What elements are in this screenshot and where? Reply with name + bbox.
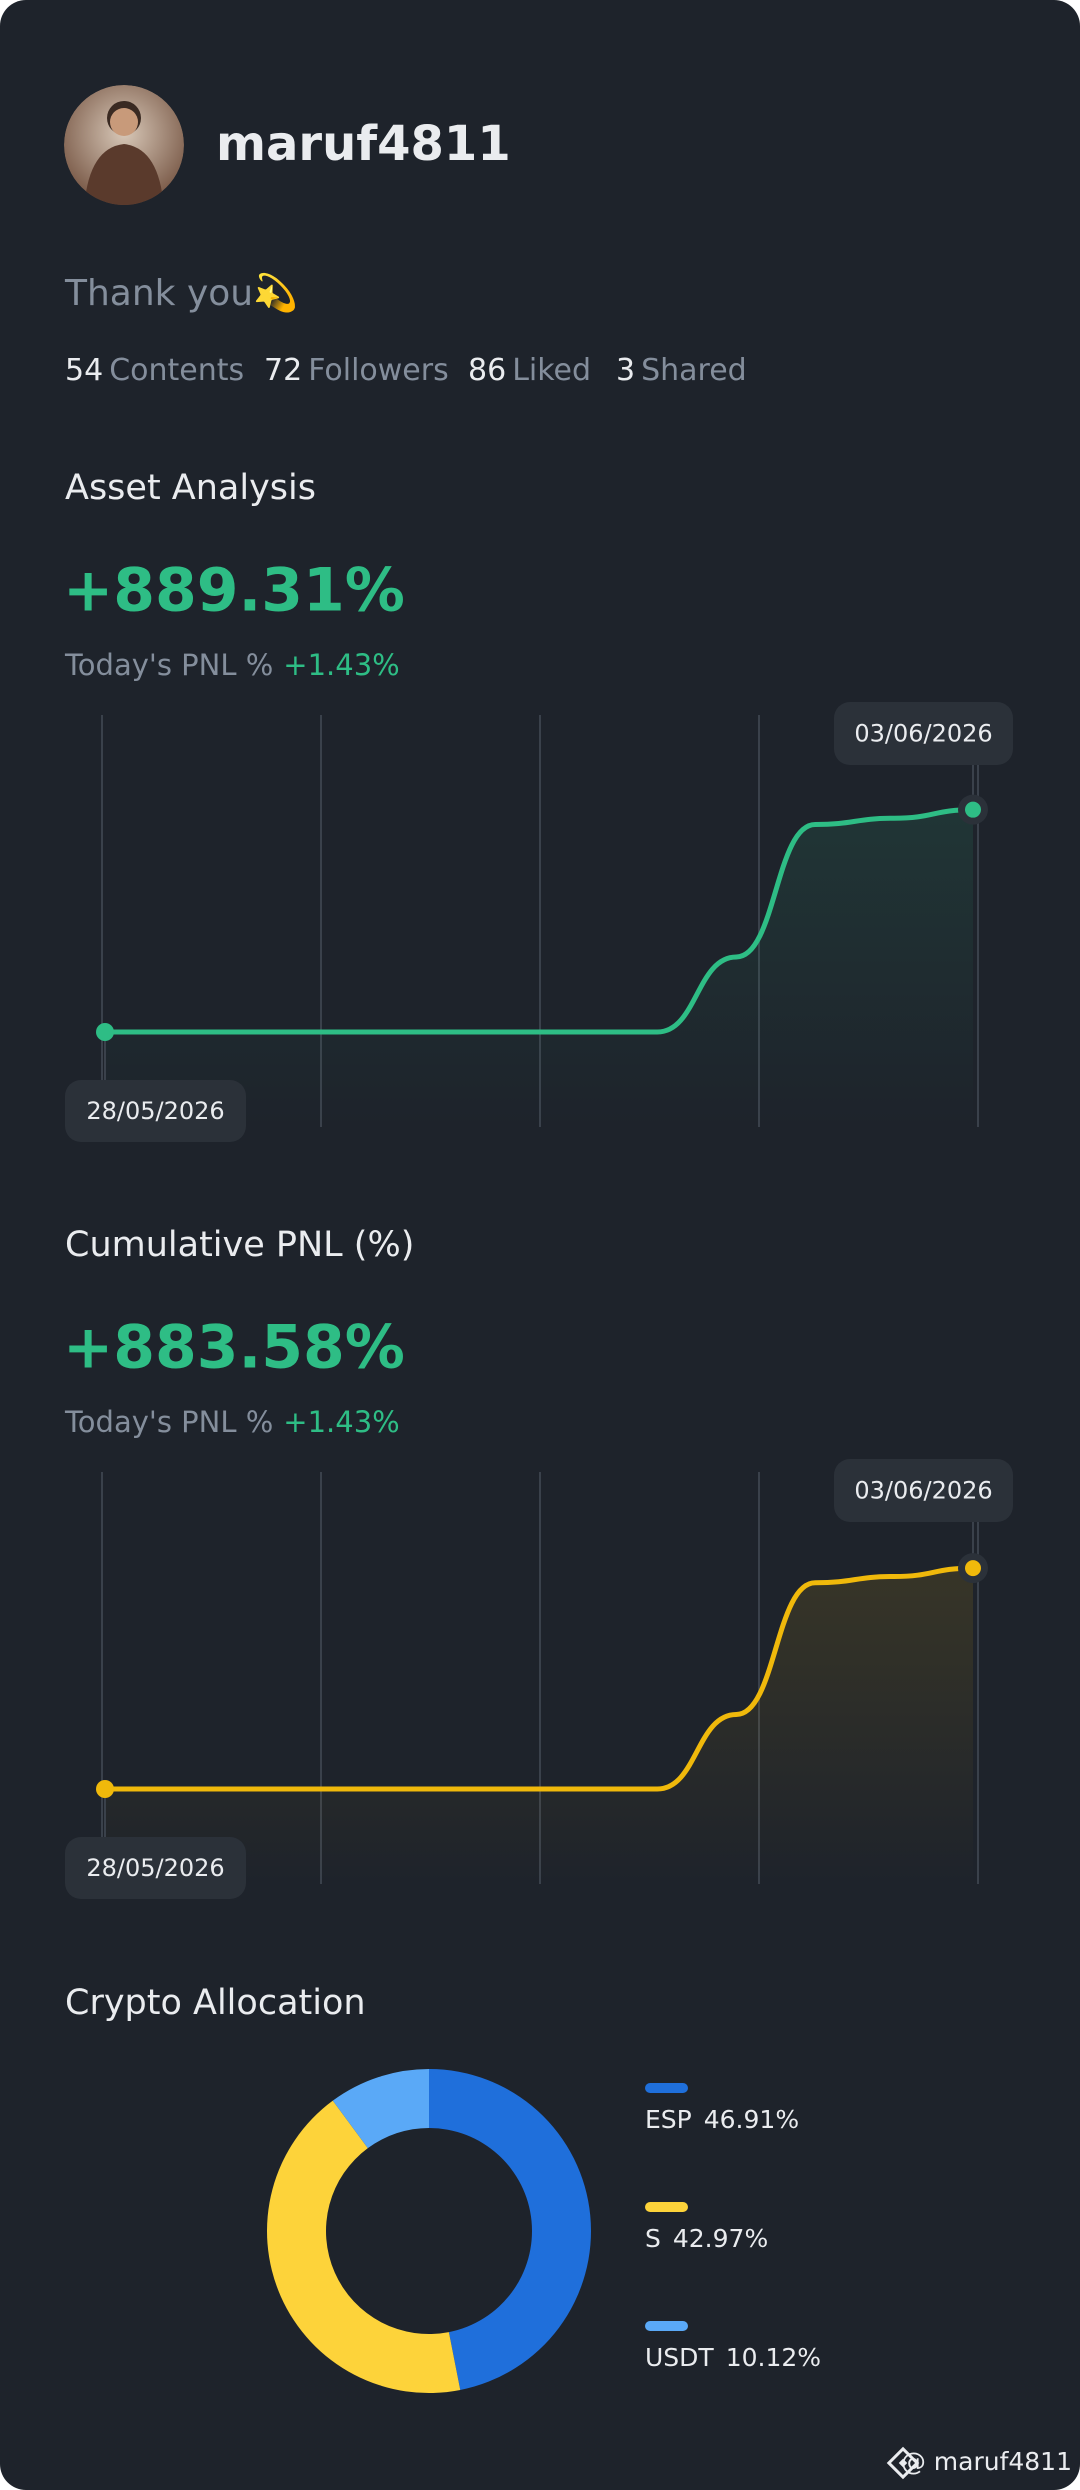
legend-value: 42.97% — [673, 2224, 768, 2253]
legend-swatch — [645, 2083, 688, 2093]
date-tag — [65, 1080, 246, 1142]
username: maruf4811 — [216, 116, 511, 172]
today-value: +1.43% — [283, 648, 399, 682]
legend-swatch — [645, 2321, 688, 2331]
legend-entry: S 42.97% — [645, 2224, 768, 2253]
bio: Thank you💫 — [64, 272, 298, 316]
end-point — [965, 1560, 981, 1577]
legend-name: S — [645, 2224, 661, 2253]
stat-count: 86 — [468, 353, 506, 388]
legend-swatch — [645, 2202, 688, 2212]
stat-label: Shared — [641, 353, 747, 388]
today-label: Today's PNL % — [64, 1405, 273, 1439]
legend-value: 10.12% — [726, 2343, 821, 2372]
avatar[interactable] — [64, 85, 184, 210]
section-title: Crypto Allocation — [65, 1983, 366, 2023]
section-title: Asset Analysis — [65, 468, 316, 508]
date-tag — [834, 1459, 1013, 1522]
stat-count: 72 — [264, 353, 302, 388]
today-pnl: Today's PNL % +1.43% — [64, 648, 400, 682]
area — [105, 1568, 973, 1884]
stat-count: 54 — [65, 353, 103, 388]
stat-count: 3 — [616, 353, 635, 388]
area — [105, 809, 973, 1127]
donut-slice — [429, 2069, 591, 2390]
stat: 86 Liked — [468, 353, 591, 388]
stat-label: Liked — [512, 353, 591, 388]
legend-name: USDT — [645, 2343, 714, 2372]
start-point — [96, 1780, 114, 1798]
stats: 54 Contents 72 Followers 86 Liked 3 Shared — [65, 353, 747, 388]
date-tag — [65, 1837, 246, 1899]
legend-entry: ESP 46.91% — [645, 2105, 799, 2134]
stat: 72 Followers — [264, 353, 449, 388]
watermark: @ maruf4811 — [901, 2447, 1072, 2476]
start-point — [96, 1023, 114, 1041]
end-point — [965, 801, 981, 818]
line — [105, 1565, 974, 1792]
today-value: +1.43% — [283, 1405, 399, 1439]
headline: +883.58% — [63, 1313, 405, 1383]
date-label: 03/06/2026 — [854, 1477, 992, 1505]
legend-value: 46.91% — [704, 2105, 799, 2134]
line — [104, 807, 974, 1035]
legend-name: ESP — [645, 2105, 692, 2134]
date-label: 28/05/2026 — [86, 1097, 224, 1125]
today-label: Today's PNL % — [64, 648, 273, 682]
date-label: 28/05/2026 — [86, 1854, 224, 1882]
date-label: 03/06/2026 — [854, 720, 992, 748]
stat: 54 Contents — [65, 353, 244, 388]
headline: +889.31% — [63, 556, 405, 626]
charts: Asset Analysis +889.31% Today's PNL % +1.43… — [63, 468, 1013, 2393]
stat: 3 Shared — [616, 353, 747, 388]
stat-label: Followers — [308, 353, 449, 388]
legend-entry: USDT 10.12% — [645, 2343, 821, 2372]
donut-slice — [332, 2069, 429, 2149]
date-tag — [834, 702, 1013, 765]
today-pnl: Today's PNL % +1.43% — [64, 1405, 400, 1439]
donut-slice — [267, 2100, 461, 2393]
section-title: Cumulative PNL (%) — [65, 1225, 414, 1265]
stat-label: Contents — [109, 353, 244, 388]
